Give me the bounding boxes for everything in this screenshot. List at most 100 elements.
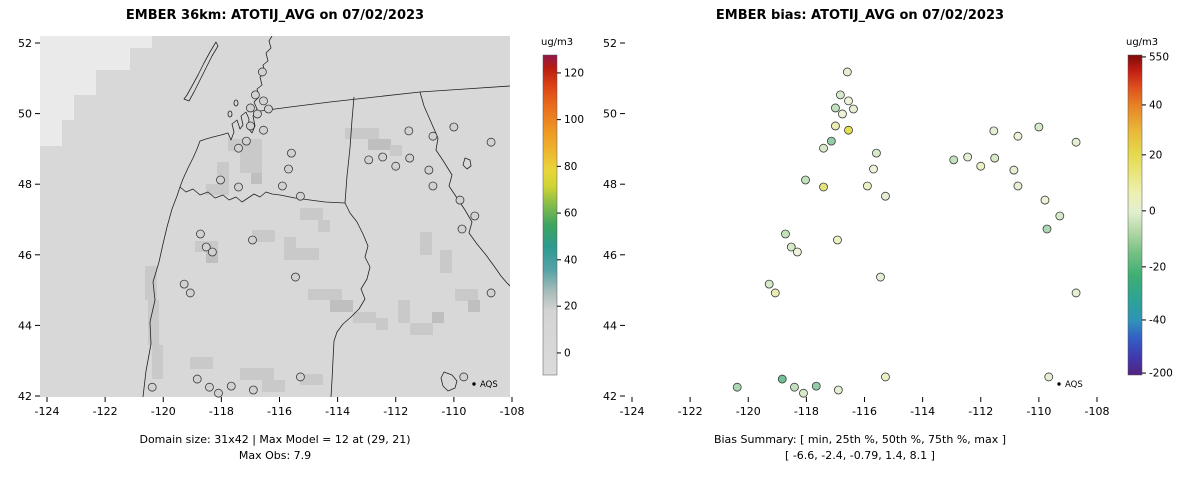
colorbar-tick-label: 120 — [564, 67, 584, 79]
obs-site-marker — [378, 152, 388, 162]
obs-site-marker — [790, 382, 799, 392]
raster-cell — [296, 248, 319, 260]
y-tick-label: 48 — [18, 178, 32, 191]
x-tick-label: -122 — [93, 405, 118, 418]
obs-site-marker — [459, 372, 469, 382]
obs-site-marker — [216, 175, 225, 185]
legend-dot-icon — [1057, 382, 1061, 386]
colorbar-model-ticks: 0 20 40 60 80 100 120 — [557, 67, 584, 359]
panel-model: EMBER 36km: ATOTIJ_AVG on 07/02/2023 -12… — [18, 8, 584, 462]
obs-site-marker — [257, 67, 267, 77]
obs-site-marker — [248, 385, 258, 395]
obs-site-marker — [881, 372, 890, 382]
y-tick-label: 44 — [18, 319, 32, 332]
raster-ocean-cell — [40, 36, 152, 48]
obs-site-marker — [881, 191, 890, 201]
obs-site-marker — [764, 279, 774, 289]
raster-cell — [240, 368, 274, 380]
obs-site-marker — [732, 382, 742, 392]
raster-cell — [376, 318, 388, 330]
raster-cell — [390, 145, 402, 156]
obs-site-marker — [214, 388, 223, 398]
obs-site-marker — [264, 104, 273, 114]
obs-site-marker — [835, 90, 845, 100]
panel-bias: EMBER bias: ATOTIJ_AVG on 07/02/2023 -12… — [603, 8, 1173, 462]
obs-site-marker — [259, 96, 268, 106]
obs-site-marker — [826, 136, 836, 146]
raster-cell — [318, 220, 330, 232]
obs-site-marker — [428, 181, 438, 191]
colorbar-model — [542, 54, 558, 376]
x-tick-label: -112 — [383, 405, 408, 418]
y-tick-label: 44 — [603, 319, 617, 332]
obs-site-marker — [234, 182, 243, 192]
obs-site-marker — [196, 229, 205, 239]
raster-cell — [455, 289, 478, 301]
legend-label: AQS — [1065, 380, 1083, 390]
model-raster-base — [40, 36, 510, 397]
obs-site-marker — [192, 374, 202, 384]
x-tick-label: -112 — [968, 405, 993, 418]
obs-site-marker — [205, 382, 214, 392]
obs-site-marker — [963, 152, 973, 162]
colorbar-tick-label: 0 — [564, 347, 571, 359]
obs-site-marker — [250, 90, 260, 100]
obs-site-marker — [781, 229, 790, 239]
y-tick-label: 52 — [603, 37, 617, 50]
obs-site-marker — [486, 137, 496, 147]
raster-cell — [420, 232, 432, 255]
obs-site-marker — [226, 381, 236, 391]
caption-maxobs: Max Obs: 7.9 — [239, 449, 311, 462]
obs-site-marker — [296, 372, 305, 382]
panel-model-title: EMBER 36km: ATOTIJ_AVG on 07/02/2023 — [126, 8, 424, 23]
raster-cell — [432, 312, 444, 323]
obs-site-marker — [234, 143, 243, 153]
y-tick-label: 48 — [603, 178, 617, 191]
x-tick-label: -118 — [209, 405, 234, 418]
obs-site-marker — [296, 191, 305, 201]
obs-site-marker — [1071, 137, 1081, 147]
obs-site-marker — [253, 109, 262, 119]
obs-site-marker — [1009, 165, 1019, 175]
obs-site-marker — [831, 103, 840, 113]
obs-site-marker — [876, 272, 885, 282]
obs-site-marker — [486, 288, 496, 298]
raster-cell — [345, 128, 379, 139]
x-tick-label: -108 — [500, 405, 525, 418]
x-axis-right: -124 -122 -120 -118 -116 -114 -112 -110 -108 — [620, 397, 1109, 418]
raster-cell — [410, 323, 433, 335]
y-tick-label: 52 — [18, 37, 32, 50]
raster-cell — [262, 380, 285, 392]
x-tick-label: -110 — [441, 405, 466, 418]
obs-site-marker — [428, 131, 438, 141]
colorbar-tick-label: 20 — [1149, 149, 1162, 161]
obs-site-marker — [799, 388, 808, 398]
obs-site-marker — [185, 288, 195, 298]
caption-bias-summary-values: [ -6.6, -2.4, -0.79, 1.4, 8.1 ] — [785, 449, 935, 462]
obs-site-marker — [872, 148, 881, 158]
y-tick-label: 50 — [18, 108, 32, 121]
obs-site-marker — [147, 382, 157, 392]
raster-ocean-cell — [40, 48, 130, 70]
obs-site-marker — [1013, 131, 1023, 141]
raster-cell — [308, 289, 342, 300]
obs-site-marker — [179, 279, 189, 289]
obs-site-marker — [819, 182, 828, 192]
obs-site-marker — [990, 153, 1000, 163]
obs-site-marker — [287, 148, 296, 158]
raster-cell — [190, 357, 213, 369]
colorbar-tick-label: 60 — [564, 208, 577, 220]
colorbar-tick-label: -20 — [1149, 261, 1166, 273]
obs-site-marker — [246, 103, 255, 113]
y-tick-label: 46 — [18, 249, 32, 262]
raster-cell — [145, 266, 157, 300]
obs-site-marker — [404, 126, 414, 136]
caption-bias-summary-header: Bias Summary: [ min, 25th %, 50th %, 75t… — [714, 433, 1006, 446]
obs-site-marker — [455, 195, 465, 205]
x-tick-label: -114 — [910, 405, 935, 418]
raster-ocean-cell — [40, 70, 96, 95]
obs-site-marker — [241, 136, 251, 146]
obs-site-marker — [844, 125, 853, 135]
colorbar-tick-label: 40 — [564, 254, 577, 266]
obs-site-marker — [1034, 122, 1044, 132]
